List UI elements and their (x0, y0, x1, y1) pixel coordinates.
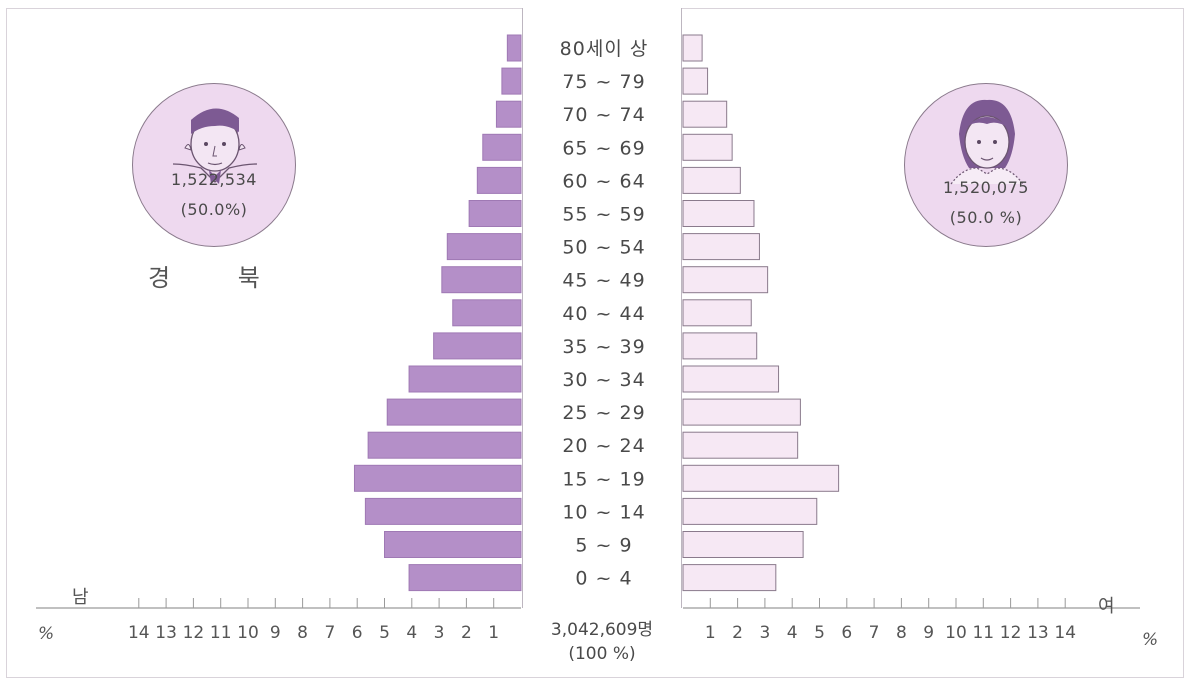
right-unit-label: % (1142, 630, 1159, 650)
left-unit-label: % (38, 624, 55, 644)
male-bar (452, 299, 522, 327)
age-group-label: 20 ~ 24 (562, 435, 645, 457)
female-bar (682, 133, 733, 161)
female-share: (50.0 %) (949, 208, 1023, 227)
male-bar (446, 233, 522, 261)
female-bar (682, 266, 769, 294)
left-tick-label: 7 (324, 623, 335, 643)
right-tick-label: 10 (945, 623, 967, 643)
left-tick-label: 14 (128, 623, 150, 643)
male-total: 1,522,534 (171, 170, 257, 189)
female-bar (682, 233, 760, 261)
grand-total-count: 3,042,609명 (550, 620, 654, 640)
right-tick-label: 1 (705, 623, 716, 643)
female-bar (682, 564, 777, 592)
female-bar (682, 299, 752, 327)
female-bar (682, 67, 709, 95)
male-bar (386, 398, 522, 426)
age-group-label: 65 ~ 69 (562, 137, 645, 159)
female-label: 여 (1098, 596, 1115, 617)
female-face-icon (950, 99, 1024, 185)
age-group-label: 75 ~ 79 (562, 71, 645, 93)
female-bar (682, 332, 758, 360)
age-group-label: 5 ~ 9 (575, 535, 632, 557)
age-group-label: 55 ~ 59 (562, 204, 645, 226)
left-tick-label: 4 (406, 623, 417, 643)
left-tick-label: 9 (270, 623, 281, 643)
right-tick-label: 12 (1000, 623, 1022, 643)
male-share: (50.0%) (180, 200, 248, 219)
left-tick-label: 5 (379, 623, 390, 643)
age-group-label: 10 ~ 14 (562, 501, 645, 523)
left-tick-label: 13 (155, 623, 177, 643)
male-bar (441, 266, 522, 294)
male-bar (353, 464, 522, 492)
right-tick-label: 5 (814, 623, 825, 643)
male-bar (468, 200, 522, 227)
male-label: 남 (72, 587, 89, 608)
age-group-label: 50 ~ 54 (562, 237, 645, 259)
left-tick-label: 10 (237, 623, 259, 643)
left-tick-label: 11 (210, 623, 232, 643)
female-bar (682, 365, 780, 393)
right-tick-label: 6 (841, 623, 852, 643)
age-group-label: 60 ~ 64 (562, 170, 645, 192)
right-tick-label: 8 (896, 623, 907, 643)
female-bar (682, 100, 728, 128)
female-bar (682, 34, 703, 62)
male-bar (433, 332, 522, 360)
female-bar (682, 497, 818, 525)
right-tick-label: 9 (923, 623, 934, 643)
right-tick-label: 13 (1027, 623, 1049, 643)
right-tick-label: 4 (787, 623, 798, 643)
age-group-label: 35 ~ 39 (562, 336, 645, 358)
age-group-label: 80세이 상 (560, 38, 649, 60)
age-group-label: 70 ~ 74 (562, 104, 645, 126)
male-face-icon (172, 108, 258, 184)
grand-total-share: (100 %) (568, 644, 636, 664)
female-bar (682, 431, 799, 459)
left-tick-label: 1 (488, 623, 499, 643)
female-bar (682, 531, 804, 558)
right-tick-label: 11 (972, 623, 994, 643)
right-tick-label: 14 (1054, 623, 1076, 643)
right-tick-label: 2 (732, 623, 743, 643)
age-group-label: 0 ~ 4 (575, 568, 632, 590)
age-group-label: 30 ~ 34 (562, 369, 645, 391)
male-bar (482, 133, 522, 161)
left-tick-label: 8 (297, 623, 308, 643)
male-bar (408, 365, 522, 393)
grand-total: 3,042,609명 (100 %) (522, 618, 682, 666)
right-tick-label: 3 (759, 623, 770, 643)
age-group-label: 45 ~ 49 (562, 270, 645, 292)
male-bar (408, 564, 522, 592)
male-bar (506, 34, 522, 62)
female-avatar: 1,520,075 (50.0 %) (904, 83, 1068, 247)
male-bar (501, 67, 522, 95)
left-tick-label: 6 (352, 623, 363, 643)
male-bar (495, 100, 522, 128)
right-tick-label: 7 (869, 623, 880, 643)
female-bar (682, 464, 840, 492)
female-bar (682, 200, 755, 227)
age-group-label: 25 ~ 29 (562, 402, 645, 424)
female-bar (682, 166, 741, 194)
region-label: 경 북 (148, 264, 290, 292)
male-bar (367, 431, 522, 459)
male-avatar: 1,522,534 (50.0%) (132, 83, 296, 247)
female-total: 1,520,075 (943, 178, 1029, 197)
male-bar (384, 531, 522, 558)
male-bar (476, 166, 522, 194)
age-group-label: 15 ~ 19 (562, 468, 645, 490)
male-bar (364, 497, 522, 525)
left-tick-label: 2 (461, 623, 472, 643)
female-bar (682, 398, 801, 426)
left-tick-label: 12 (183, 623, 205, 643)
age-group-label: 40 ~ 44 (562, 303, 645, 325)
left-tick-label: 3 (434, 623, 445, 643)
age-column (522, 8, 682, 608)
